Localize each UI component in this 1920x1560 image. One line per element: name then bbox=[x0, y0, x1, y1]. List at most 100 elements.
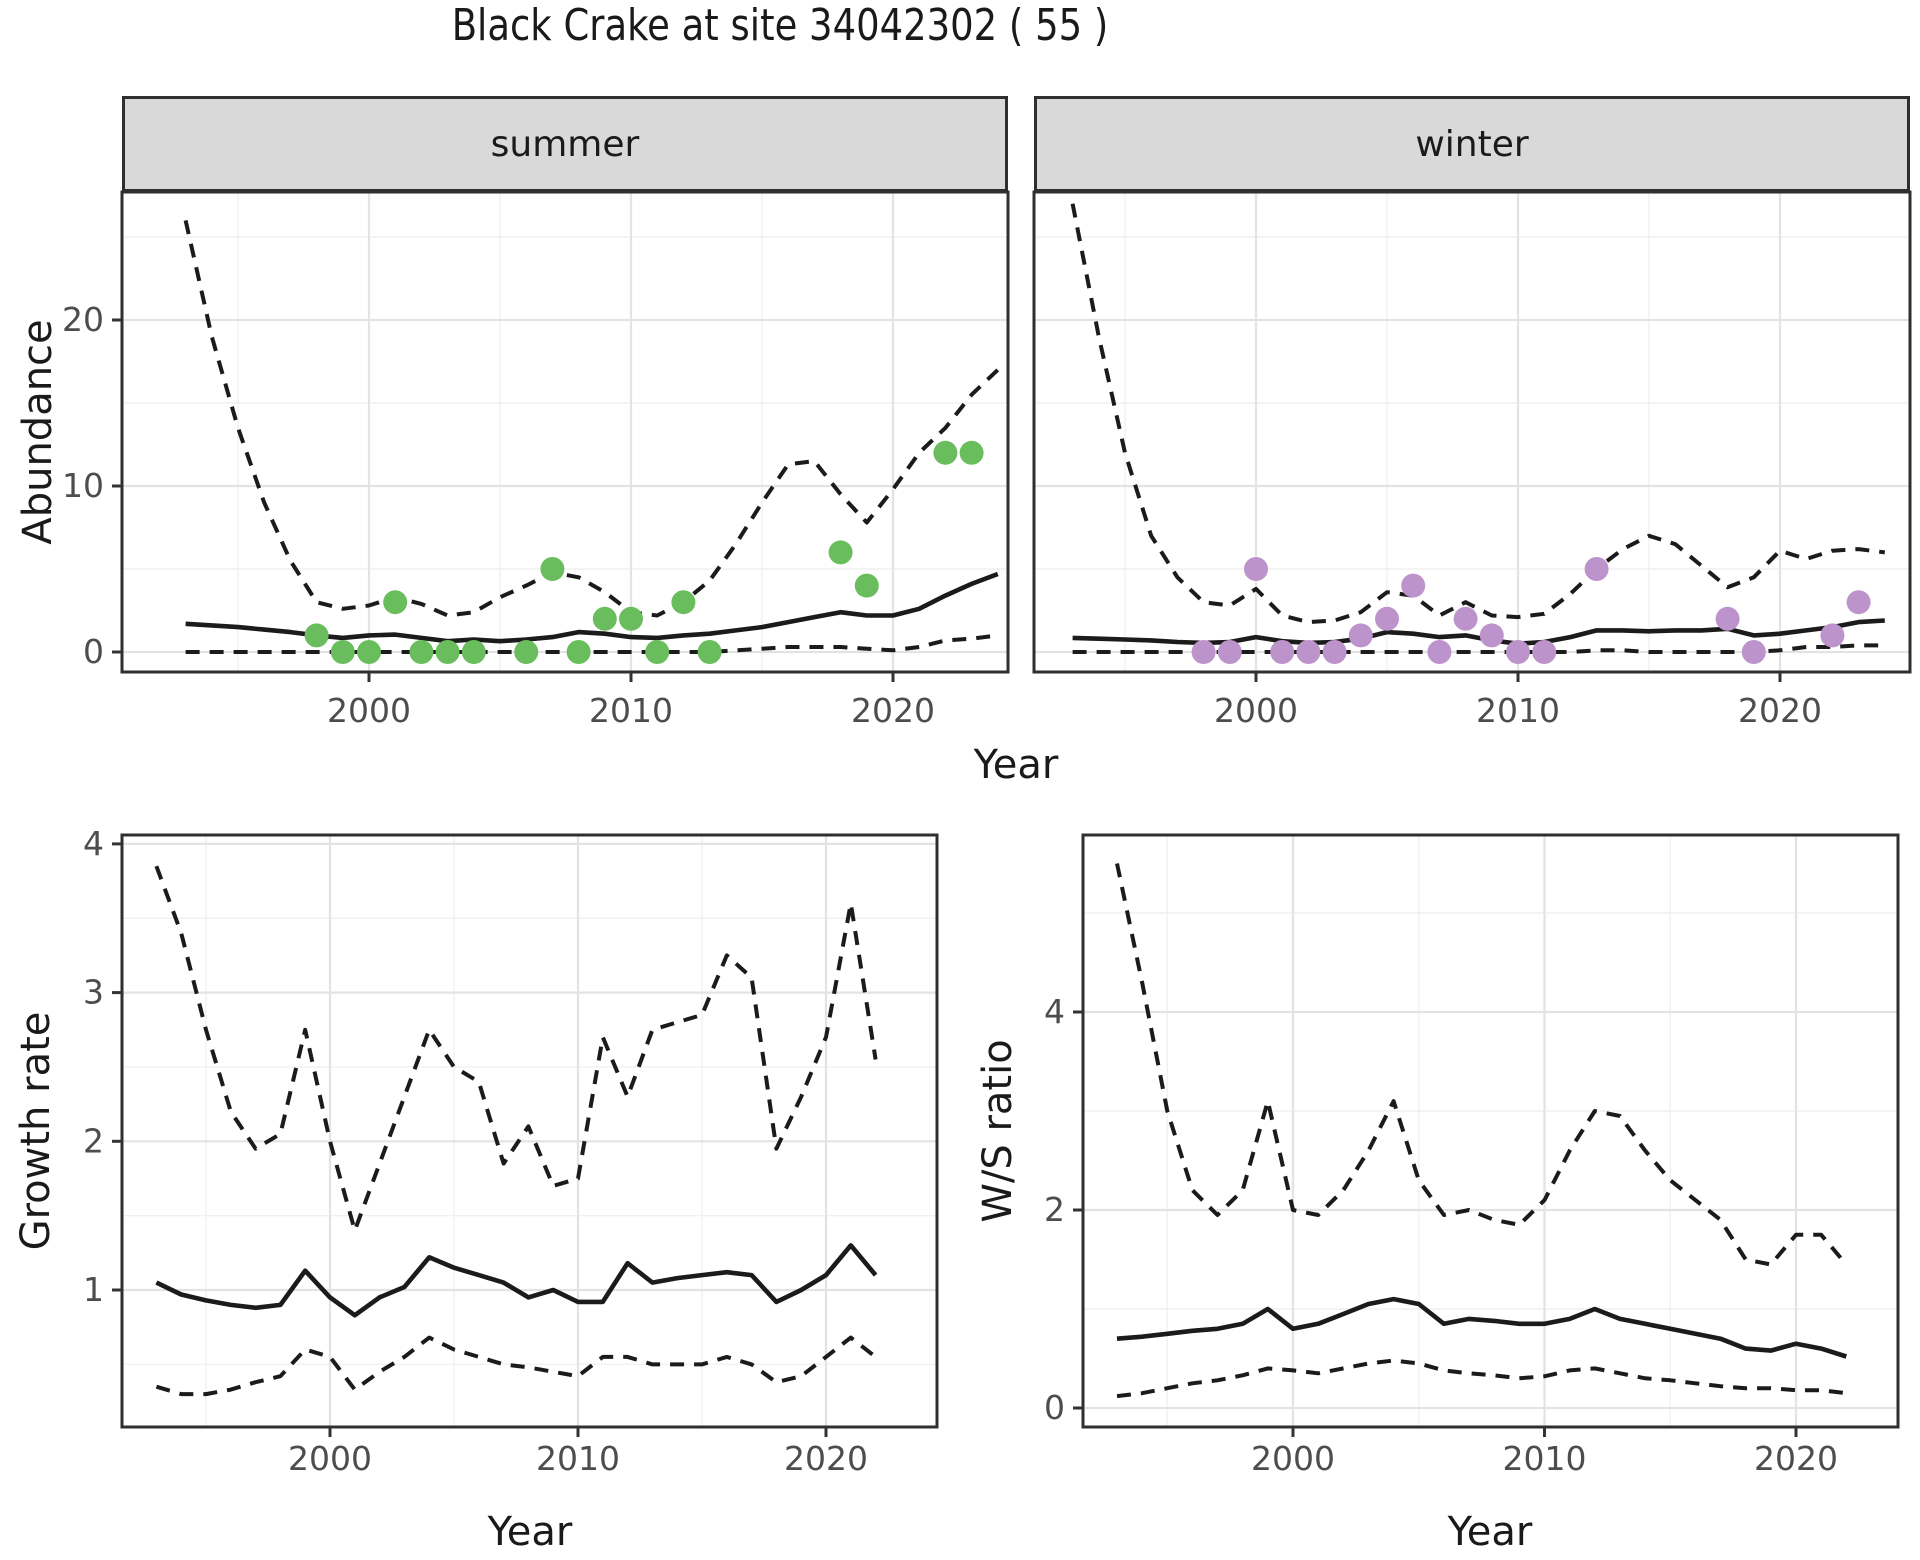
panel-background bbox=[122, 192, 1008, 672]
y-tick-label: 0 bbox=[1044, 1388, 1065, 1427]
data-point bbox=[854, 573, 879, 598]
axis-abundance_summer: 2000 2010 2020 0 10 20 bbox=[62, 300, 935, 730]
facet-strip-summer: summer bbox=[122, 96, 1008, 192]
data-point bbox=[1479, 623, 1504, 648]
series-group bbox=[1115, 863, 1848, 1399]
panel-background bbox=[1034, 192, 1910, 672]
y-tick-label: 2 bbox=[83, 1121, 104, 1160]
panel-ws_ratio: 2000 2010 2020 0 2 4 bbox=[1044, 833, 1900, 1478]
series-line-lower_ci bbox=[155, 1335, 877, 1397]
series-line-median bbox=[155, 1243, 878, 1318]
data-point bbox=[540, 557, 565, 581]
data-point bbox=[1453, 606, 1478, 631]
x-axis-title-year-bottom-left: Year bbox=[487, 1509, 573, 1555]
series-line-median bbox=[1116, 1296, 1847, 1359]
x-tick-label: 2000 bbox=[327, 691, 411, 730]
x-tick-label: 2010 bbox=[1503, 1439, 1587, 1478]
data-point bbox=[1322, 640, 1347, 664]
x-tick-label: 2010 bbox=[589, 691, 673, 730]
data-point bbox=[1532, 640, 1557, 664]
data-point bbox=[357, 640, 381, 664]
data-point bbox=[1296, 640, 1321, 664]
series-line-upper_ci bbox=[1070, 203, 1886, 625]
gridlines bbox=[1034, 192, 1910, 672]
x-axis-title-year-bottom-right: Year bbox=[1447, 1509, 1533, 1555]
panel-border bbox=[1081, 833, 1900, 1429]
data-point bbox=[1820, 623, 1845, 648]
y-axis-title-ws-ratio: W/S ratio bbox=[975, 1039, 1021, 1223]
series-line-upper_ci bbox=[154, 865, 878, 1233]
points-abundance_winter bbox=[1191, 557, 1871, 664]
data-point bbox=[592, 606, 617, 631]
facet-strip-winter: winter bbox=[1034, 96, 1910, 192]
axis-growth_rate: 2000 2010 2020 1 2 3 4 bbox=[83, 824, 868, 1478]
data-point bbox=[1715, 606, 1740, 631]
y-tick-label: 4 bbox=[83, 824, 104, 863]
axis-ws_ratio: 2000 2010 2020 0 2 4 bbox=[1044, 992, 1838, 1478]
data-point bbox=[1217, 640, 1242, 664]
panel-abundance_summer: 2000 2010 2020 0 10 20 bbox=[62, 190, 1010, 730]
data-point bbox=[1584, 557, 1609, 581]
x-tick-label: 2000 bbox=[288, 1439, 372, 1478]
x-tick-label: 2020 bbox=[784, 1439, 868, 1478]
data-point bbox=[304, 623, 329, 648]
data-point bbox=[1506, 640, 1530, 664]
x-tick-label: 2010 bbox=[1476, 691, 1560, 730]
x-tick-label: 2020 bbox=[1738, 691, 1822, 730]
data-point bbox=[959, 440, 984, 465]
data-point bbox=[1375, 606, 1399, 631]
y-tick-label: 2 bbox=[1044, 1190, 1065, 1229]
series-group bbox=[154, 865, 878, 1397]
facet-strip-summer-label: summer bbox=[490, 123, 640, 165]
y-axis-title-growth-rate: Growth rate bbox=[13, 1011, 59, 1251]
x-axis-title-year-top: Year bbox=[973, 742, 1059, 788]
data-point bbox=[435, 640, 460, 664]
gridlines bbox=[122, 835, 937, 1427]
panel-border bbox=[1032, 190, 1912, 674]
series-line-upper_ci bbox=[1115, 863, 1848, 1267]
data-point bbox=[1270, 640, 1295, 664]
x-tick-label: 2020 bbox=[851, 691, 935, 730]
plot-title: Black Crake at site 34042302 ( 55 ) bbox=[451, 0, 1109, 51]
data-point bbox=[514, 640, 539, 664]
data-point bbox=[697, 640, 722, 664]
data-point bbox=[1348, 623, 1373, 648]
x-tick-label: 2010 bbox=[536, 1439, 620, 1478]
data-point bbox=[1191, 640, 1216, 664]
data-point bbox=[1427, 640, 1452, 664]
series-line-upper_ci bbox=[183, 219, 1000, 618]
data-point bbox=[933, 440, 958, 465]
points-abundance_summer bbox=[304, 440, 984, 664]
x-tick-label: 2020 bbox=[1754, 1439, 1838, 1478]
data-point bbox=[409, 640, 434, 664]
panel-abundance_winter: 2000 2010 2020 bbox=[1032, 190, 1912, 730]
data-point bbox=[671, 590, 696, 615]
facet-strip-winter-label: winter bbox=[1415, 123, 1529, 165]
series-line-lower_ci bbox=[185, 633, 999, 654]
y-tick-label: 20 bbox=[62, 300, 104, 339]
data-point bbox=[383, 590, 408, 615]
panel-growth_rate: 2000 2010 2020 1 2 3 4 bbox=[83, 824, 939, 1478]
y-tick-label: 0 bbox=[83, 632, 104, 671]
x-tick-label: 2000 bbox=[1214, 691, 1298, 730]
y-tick-label: 1 bbox=[83, 1270, 104, 1309]
y-tick-label: 10 bbox=[62, 466, 104, 505]
series-line-lower_ci bbox=[1116, 1358, 1847, 1399]
data-point bbox=[461, 640, 486, 664]
y-axis-title-abundance: Abundance bbox=[15, 319, 61, 545]
y-tick-label: 3 bbox=[83, 973, 104, 1012]
data-point bbox=[1846, 590, 1871, 615]
data-point bbox=[619, 606, 643, 631]
panel-background bbox=[1083, 835, 1898, 1427]
data-point bbox=[330, 640, 355, 664]
data-point bbox=[645, 640, 670, 664]
panel-border bbox=[120, 833, 939, 1429]
x-tick-label: 2000 bbox=[1251, 1439, 1335, 1478]
panel-border bbox=[120, 190, 1010, 674]
data-point bbox=[1401, 573, 1426, 598]
data-point bbox=[1741, 640, 1766, 664]
data-point bbox=[566, 640, 591, 664]
axis-abundance_winter: 2000 2010 2020 bbox=[1214, 672, 1822, 730]
